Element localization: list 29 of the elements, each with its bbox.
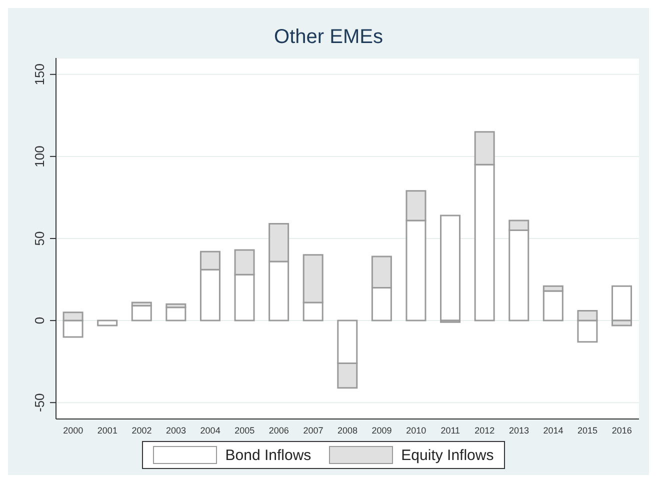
bar [166,306,186,322]
y-tick-label: 50 [32,231,47,246]
y-tick-label: 0 [32,316,47,324]
x-tick-label: 2002 [132,425,152,436]
x-tick-label: 2005 [234,425,255,436]
legend-label: Equity Inflows [401,446,494,464]
x-tick-label: 2006 [268,425,289,436]
y-tick-label: 100 [32,146,47,168]
x-tick-label: 2008 [337,425,358,436]
legend-label: Bond Inflows [225,446,312,464]
x-tick-label: 2011 [440,425,460,436]
x-tick-label: 2016 [612,425,632,436]
y-tick-label: -50 [32,393,47,412]
x-tick-label: 2014 [543,425,564,436]
bar [97,320,118,326]
x-tick-label: 2004 [200,425,220,436]
x-tick-label: 2009 [372,425,392,436]
y-tick-label: 150 [32,64,47,86]
x-tick-label: 2007 [303,425,324,436]
x-tick-label: 2010 [406,425,426,436]
bar [440,214,461,322]
x-tick-label: 2003 [166,425,186,436]
x-tick-label: 2015 [578,425,598,436]
x-tick-label: 2000 [63,425,84,436]
chart-title: Other EMEs [273,25,384,50]
x-tick-label: 2012 [474,425,495,436]
bar [131,305,152,322]
x-tick-label: 2013 [508,425,529,436]
x-tick-label: 2001 [97,425,118,436]
